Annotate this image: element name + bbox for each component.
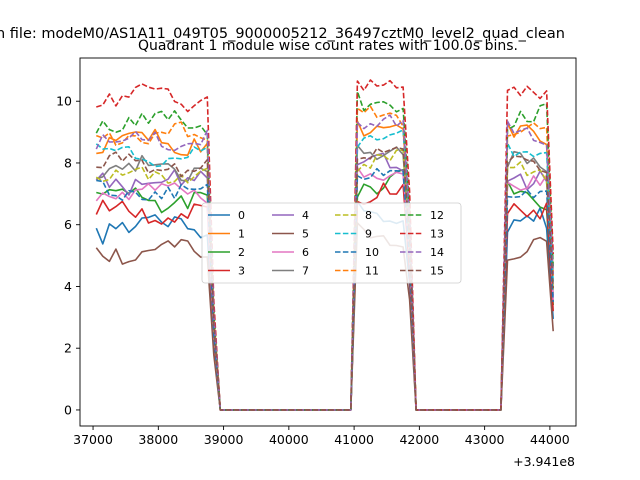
x-tick-label: 41000 bbox=[334, 432, 374, 447]
y-tick-label: 2 bbox=[64, 341, 72, 356]
legend-label-15: 15 bbox=[430, 265, 444, 278]
axes: 37000 38000 39000 40000 41000 42000 43000 44000… bbox=[56, 57, 577, 447]
legend-box bbox=[201, 202, 462, 284]
y-tick-label: 0 bbox=[64, 402, 72, 417]
plot-area bbox=[95, 79, 554, 411]
legend-label-12: 12 bbox=[430, 209, 444, 222]
legend-label-2: 2 bbox=[238, 246, 245, 259]
y-tick-label: 4 bbox=[64, 279, 72, 294]
legend-label-14: 14 bbox=[430, 246, 444, 259]
legend-label-0: 0 bbox=[238, 209, 245, 222]
legend-label-5: 5 bbox=[302, 228, 309, 241]
legend-label-10: 10 bbox=[365, 246, 379, 259]
x-tick-label: 43000 bbox=[465, 432, 505, 447]
x-tick-label: 42000 bbox=[399, 432, 439, 447]
x-tick-label: 37000 bbox=[73, 432, 113, 447]
legend-label-4: 4 bbox=[302, 209, 309, 222]
chart-title: Quadrant 1 module wise count rates with … bbox=[138, 38, 518, 54]
legend-label-7: 7 bbox=[302, 265, 309, 278]
x-tick-label: 39000 bbox=[204, 432, 244, 447]
legend-label-11: 11 bbox=[365, 265, 379, 278]
legend-label-6: 6 bbox=[302, 246, 309, 259]
x-offset-label: +3.941e8 bbox=[513, 454, 575, 469]
x-tick-label: 44000 bbox=[530, 432, 570, 447]
legend-label-8: 8 bbox=[365, 209, 372, 222]
legend-label-13: 13 bbox=[430, 228, 444, 241]
y-tick-label: 6 bbox=[64, 217, 72, 232]
y-tick-label: 10 bbox=[56, 94, 72, 109]
y-tick-label: 8 bbox=[64, 155, 72, 170]
x-tick-label: 38000 bbox=[138, 432, 178, 447]
series-line-15 bbox=[96, 146, 554, 411]
legend-label-9: 9 bbox=[365, 228, 372, 241]
legend-label-1: 1 bbox=[238, 228, 245, 241]
x-tick-label: 40000 bbox=[269, 432, 309, 447]
legend-label-3: 3 bbox=[238, 265, 245, 278]
figure-suptitle: n file: modeM0/AS1A11_049T05_9000005212_… bbox=[0, 26, 565, 42]
axes-frame bbox=[79, 57, 577, 427]
